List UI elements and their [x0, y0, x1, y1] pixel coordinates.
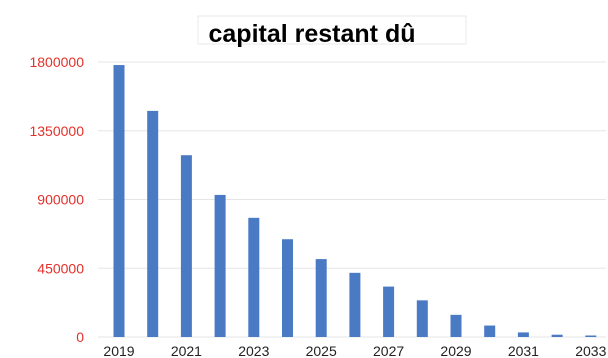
x-tick-label: 2025: [306, 343, 337, 358]
bar-2020: [147, 110, 159, 337]
y-tick-label: 0: [76, 329, 84, 345]
bar-2023: [248, 217, 260, 337]
bar-2027: [383, 286, 395, 337]
bar-2024: [282, 239, 293, 337]
bar-2028: [416, 300, 428, 337]
bar-2021: [180, 155, 192, 337]
x-tick-label: 2029: [440, 343, 471, 358]
x-axis-ticks: 2019 2021 2023 2025 2027 2029 2031 2033: [103, 343, 606, 358]
bar-2022: [214, 194, 226, 337]
bar-2026: [349, 272, 361, 337]
x-tick-label: 2033: [575, 343, 606, 358]
y-tick-label: 900000: [37, 192, 84, 208]
x-tick-label: 2021: [171, 343, 202, 358]
y-tick-label: 1800000: [29, 54, 84, 70]
bars: [113, 65, 597, 338]
bar-2033: [585, 335, 597, 337]
bar-2025: [315, 259, 327, 337]
x-tick-label: 2027: [373, 343, 404, 358]
bar-2032: [551, 334, 563, 337]
x-tick-label: 2031: [508, 343, 539, 358]
chart-title-box: [197, 15, 467, 45]
bar-2031: [517, 332, 529, 337]
bar-2030: [484, 325, 496, 337]
y-tick-label: 450000: [37, 260, 84, 276]
x-tick-label: 2019: [103, 343, 134, 358]
x-tick-label: 2023: [238, 343, 269, 358]
bar-2029: [450, 314, 462, 337]
bar-2019: [113, 65, 125, 338]
y-tick-label: 1350000: [29, 123, 84, 139]
chart-title: capital restant dû: [209, 20, 416, 48]
y-axis-ticks: 0 450000 900000 1350000 1800000: [29, 54, 84, 345]
